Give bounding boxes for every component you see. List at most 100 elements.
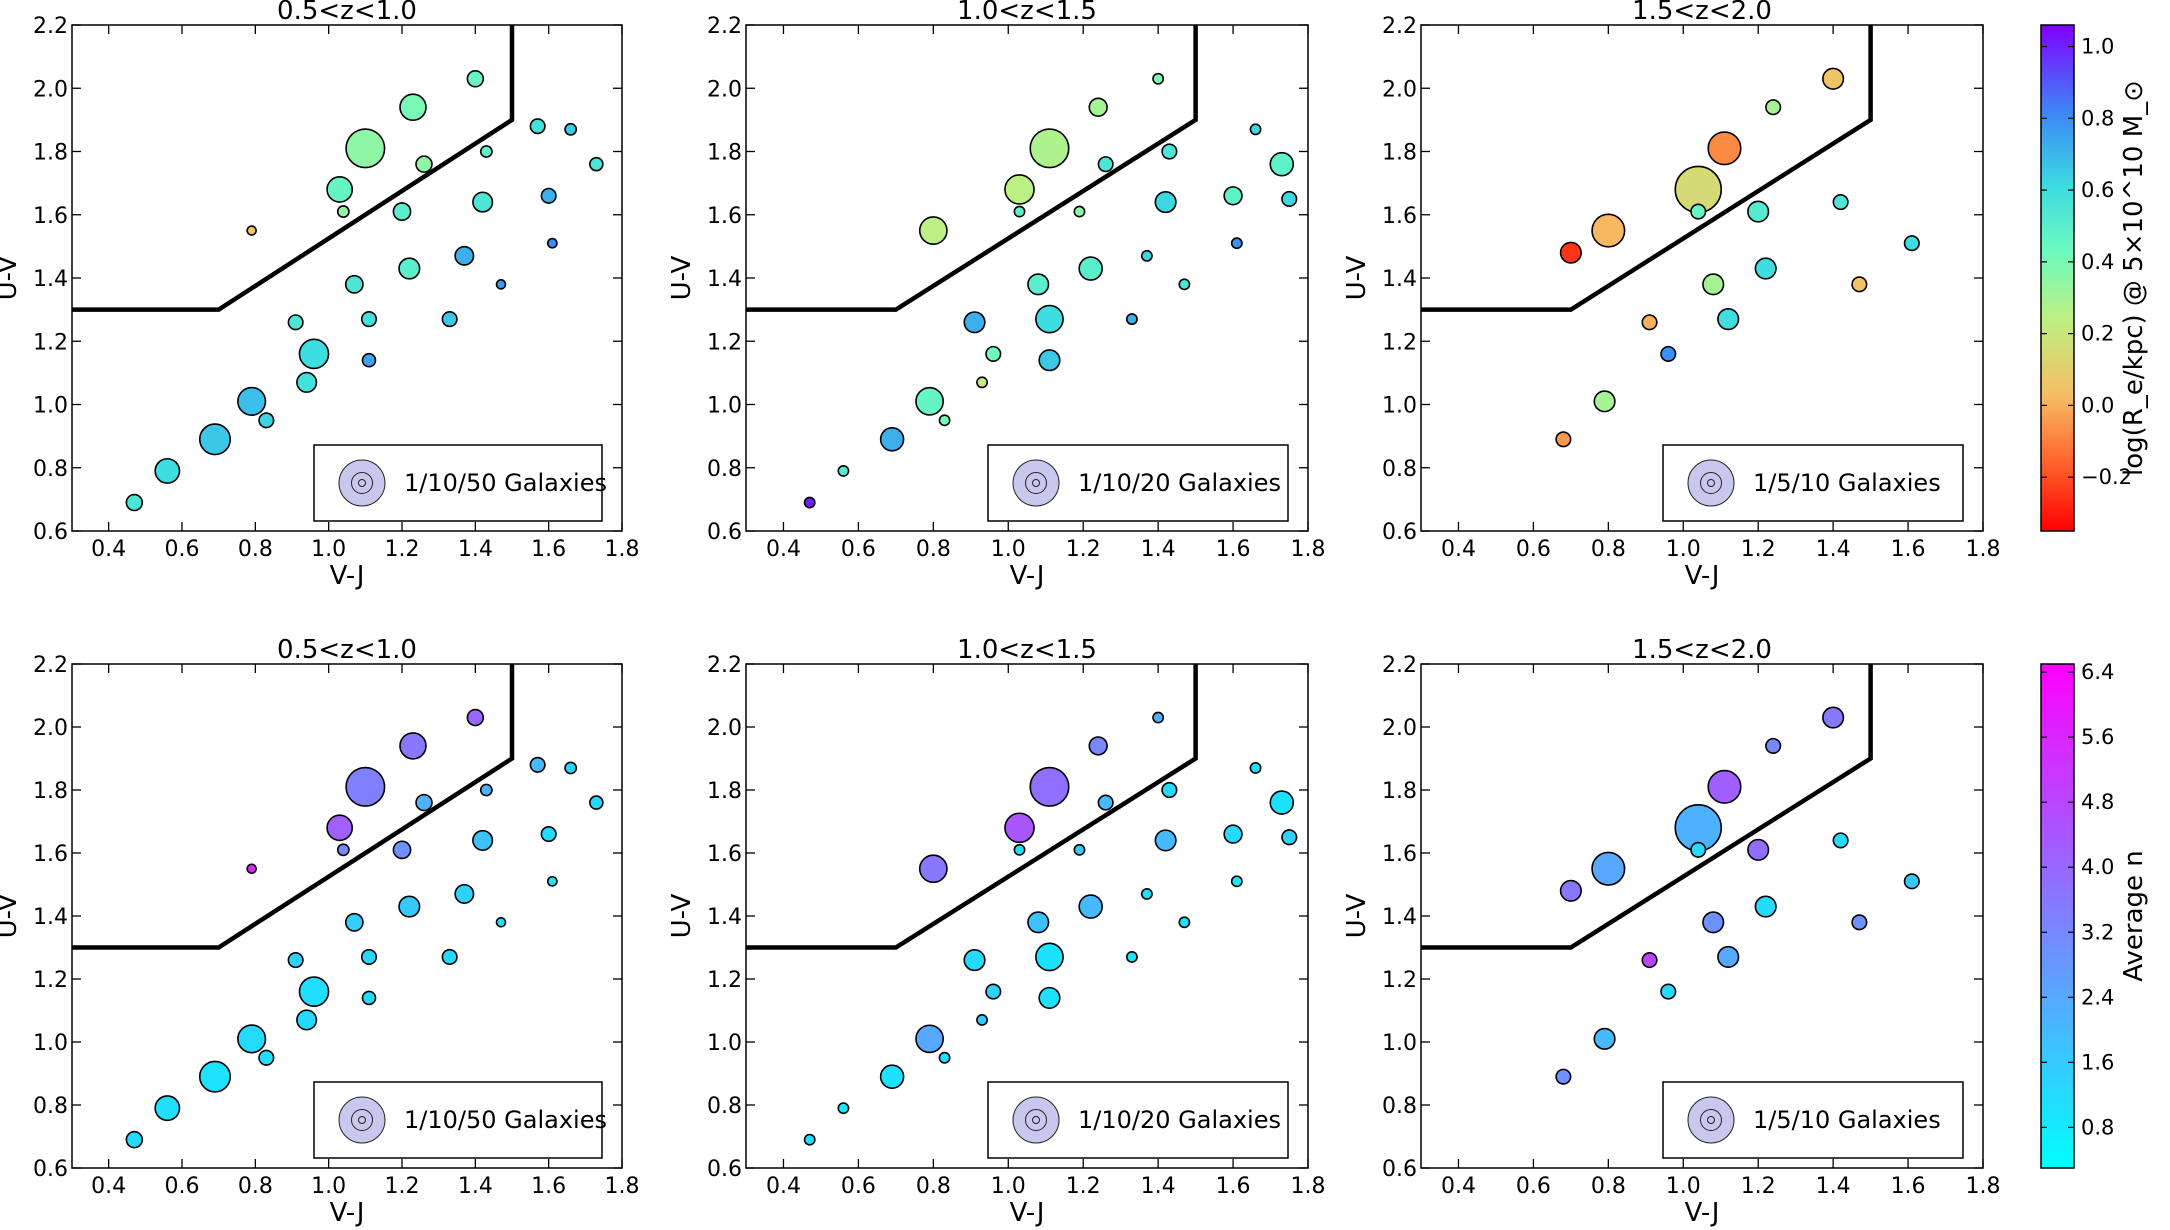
size-legend-label: 1/10/20 Galaxies	[1078, 469, 1281, 497]
y-tick-label: 0.8	[1382, 1094, 1417, 1119]
data-point	[1690, 841, 1707, 858]
data-point	[1097, 156, 1114, 173]
data-point	[198, 423, 232, 456]
data-point	[345, 766, 386, 807]
x-tick-label: 1.6	[1216, 537, 1251, 562]
y-tick-label: 2.0	[33, 716, 68, 741]
x-tick-label: 1.2	[385, 1174, 420, 1199]
data-point	[540, 187, 557, 204]
data-point	[441, 948, 458, 966]
y-tick-label: 0.6	[1382, 520, 1417, 545]
data-point	[1281, 190, 1298, 208]
y-tick-label: 0.6	[707, 520, 742, 545]
x-tick-label: 1.4	[1141, 1174, 1176, 1199]
data-point	[1747, 200, 1770, 223]
x-tick-label: 1.2	[385, 537, 420, 562]
data-point	[237, 386, 267, 416]
y-tick-label: 1.2	[1382, 330, 1417, 355]
data-point	[1903, 235, 1920, 252]
data-point	[1038, 986, 1061, 1009]
data-point	[529, 118, 546, 135]
x-tick-label: 1.8	[605, 1174, 640, 1199]
data-point	[1223, 824, 1243, 844]
y-tick-label: 1.2	[1382, 968, 1417, 993]
data-point	[963, 311, 986, 334]
data-point	[1717, 945, 1740, 969]
x-tick-label: 1.6	[1216, 1174, 1251, 1199]
x-tick-label: 0.4	[766, 537, 801, 562]
data-point	[336, 205, 350, 219]
data-point	[454, 245, 475, 266]
data-point	[1088, 97, 1108, 117]
y-tick-label: 1.0	[33, 394, 68, 419]
x-tick-label: 1.4	[1816, 537, 1851, 562]
y-tick-label: 0.8	[707, 457, 742, 482]
panel-1: 0.4 0.6 0.8 1.0 1.2 1.4 1.6 1.8 0.6 0.8 1.0 1.2 1.4 1…	[0, 0, 640, 591]
x-tick-label: 0.4	[1441, 1174, 1476, 1199]
data-point	[1154, 191, 1177, 214]
data-point	[361, 990, 377, 1006]
data-point	[1004, 174, 1035, 205]
data-point	[415, 155, 433, 173]
data-point	[1707, 131, 1742, 166]
data-point	[529, 756, 546, 773]
data-point	[326, 814, 354, 842]
colorbar-tick-label: −0.2	[2081, 465, 2132, 489]
y-tick-label: 1.6	[707, 204, 742, 229]
colorbar-tick-label: 0.2	[2081, 322, 2114, 346]
x-tick-label: 0.4	[766, 1174, 801, 1199]
legend-marker-small	[358, 1116, 366, 1124]
x-tick-label: 0.4	[1441, 537, 1476, 562]
data-point	[1555, 431, 1572, 448]
x-tick-label: 1.0	[991, 537, 1026, 562]
data-point	[803, 496, 816, 509]
y-tick-label: 1.2	[707, 330, 742, 355]
data-point	[976, 1014, 988, 1026]
y-tick-label: 1.4	[33, 905, 68, 930]
data-point	[1641, 952, 1658, 969]
legend-marker-small	[1707, 479, 1715, 487]
data-point	[1702, 273, 1725, 296]
panel-4: 0.4 0.6 0.8 1.0 1.2 1.4 1.6 1.8 0.6 0.8 1.0 1.2 1.4 1…	[0, 635, 640, 1228]
x-axis-label: V-J	[1010, 1198, 1045, 1228]
data-point	[803, 1133, 816, 1146]
y-tick-label: 1.8	[707, 779, 742, 804]
y-tick-label: 0.6	[33, 1157, 68, 1182]
y-tick-label: 2.0	[33, 77, 68, 102]
data-point	[1903, 873, 1920, 890]
data-point	[879, 1064, 905, 1089]
data-point	[1038, 349, 1061, 372]
x-tick-label: 0.4	[91, 537, 126, 562]
data-point	[154, 457, 181, 484]
y-tick-label: 1.4	[707, 267, 742, 292]
data-point	[837, 464, 850, 477]
data-point	[1269, 790, 1295, 815]
data-point	[296, 371, 318, 393]
data-point	[564, 122, 578, 136]
panel-title: 0.5<z<1.0	[277, 0, 417, 26]
data-point	[938, 414, 951, 427]
data-point	[1078, 894, 1103, 919]
data-point	[963, 949, 986, 972]
x-tick-label: 1.4	[1141, 537, 1176, 562]
y-tick-label: 2.2	[33, 14, 68, 39]
x-tick-label: 1.6	[1891, 1174, 1926, 1199]
data-point	[479, 783, 493, 797]
panel-title: 1.0<z<1.5	[957, 0, 1097, 26]
y-tick-label: 1.6	[1382, 204, 1417, 229]
data-point	[1269, 151, 1295, 177]
data-point	[479, 145, 493, 158]
x-tick-label: 1.6	[1891, 537, 1926, 562]
data-point	[1027, 273, 1050, 296]
y-tick-label: 2.2	[707, 653, 742, 678]
data-point	[1593, 1027, 1616, 1050]
data-point	[1029, 128, 1070, 169]
panel-3: 0.4 0.6 0.8 1.0 1.2 1.4 1.6 1.8 0.6 0.8 1.0 1.2 1.4 1…	[1342, 0, 2001, 591]
legend-marker-large	[1012, 1096, 1060, 1144]
x-tick-label: 1.0	[311, 1174, 346, 1199]
x-tick-label: 0.6	[841, 537, 876, 562]
size-legend-label: 1/10/20 Galaxies	[1078, 1106, 1281, 1134]
y-axis-label: U-V	[667, 893, 697, 938]
x-axis-label: V-J	[1685, 561, 1720, 591]
colorbar-label: Average n	[2119, 850, 2149, 982]
